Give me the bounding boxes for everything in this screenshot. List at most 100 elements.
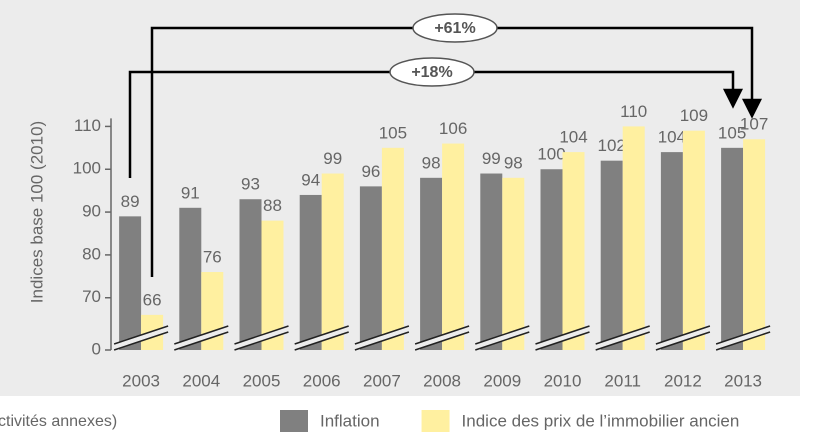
y-axis-label: Indices base 100 (2010) [27,121,46,303]
value-label: 109 [680,106,708,125]
axis-break-line [174,331,229,351]
axis-break [716,326,771,350]
legend-swatch [421,410,450,432]
value-label: 106 [439,119,467,138]
annotation: +61% [434,20,475,37]
arrowhead [722,88,744,109]
value-label: 98 [504,153,523,172]
arrowhead [741,98,763,119]
axis-break-line [595,325,650,345]
axis-break-line [234,331,289,351]
value-label: 99 [482,149,501,168]
bar [600,160,623,350]
value-label: 94 [301,170,320,189]
axis-break [114,326,169,350]
axis-break [354,326,409,350]
bar [480,173,503,350]
y-tick-label: 70 [82,287,101,306]
value-label: 66 [143,290,162,309]
axis-break-line [655,325,711,345]
value-label: 76 [203,248,222,267]
x-tick-label: 2010 [544,371,582,390]
value-label: 96 [361,162,380,181]
x-tick-label: 2013 [724,371,762,390]
bar [420,177,443,350]
value-label: 107 [740,115,768,134]
annotation: +18% [411,64,452,81]
legend-label: Indice des prix de l’immobilier ancien [462,411,740,430]
bar [721,147,744,350]
x-tick-label: 2007 [363,371,401,390]
axis-break-line [354,331,410,351]
annotation-arrows [128,13,763,277]
axis-break-line [113,331,169,351]
x-tick-label: 2003 [122,371,160,390]
value-label: 105 [718,123,746,142]
y-tick-label: 90 [82,202,101,221]
axis-break-line [234,325,289,345]
axis-break [234,326,289,350]
value-label: 110 [620,102,647,121]
value-label: 91 [181,183,200,202]
y-tick-label: 80 [82,244,101,263]
bar [381,147,404,350]
value-label: 89 [121,192,140,211]
axis-break-line [715,325,771,345]
value-label: 104 [658,128,686,147]
bar [660,152,683,350]
y-tick-label: 0 [92,339,101,358]
bar [442,143,465,350]
axis-break [294,326,349,350]
axis-break [475,326,530,350]
y-tick-label: 110 [74,116,101,135]
bar [540,169,563,350]
bar [299,194,322,350]
bar [622,126,645,350]
axis-break-line [414,331,470,351]
bar [359,186,382,350]
axis-break-line [414,325,470,345]
axis-break-line [535,325,590,345]
value-label: 98 [422,153,441,172]
x-tick-label: 2004 [182,371,220,390]
value-label: 105 [379,123,407,142]
axis-break-line [113,325,169,345]
value-label: 88 [263,196,282,215]
bar [321,173,344,350]
axis-break-line [294,325,349,345]
bar [239,199,262,350]
axis-break [174,326,229,350]
axis-break [535,326,590,350]
footnote: ctivités annexes) [0,413,117,430]
axis-break [595,326,650,350]
axis-break-line [595,331,650,351]
axis-break-line [475,325,530,345]
value-label: 104 [559,128,587,147]
legend-label: Inflation [320,411,380,430]
bar [179,207,202,350]
axis-break-line [475,331,530,351]
value-label: 102 [598,136,626,155]
x-tick-label: 2008 [423,371,461,390]
legend-swatch [280,410,308,432]
bar [119,216,142,350]
axis-break-line [294,331,349,351]
axis-break-line [535,331,590,351]
bar [502,177,525,350]
axis-break-line [174,325,229,345]
value-label: 93 [241,175,260,194]
annotation-bubble [389,57,475,87]
bar [743,139,766,350]
x-tick-label: 2006 [303,371,341,390]
y-tick-label: 100 [73,159,101,178]
axis-break-line [715,331,771,351]
bar [682,130,705,350]
x-tick-label: 2012 [664,371,702,390]
value-label: 99 [323,149,342,168]
x-tick-label: 2011 [604,371,641,390]
axis-break-line [655,331,711,351]
axis-break-line [354,325,410,345]
annotation-bubble [412,13,498,43]
x-tick-label: 2009 [483,371,521,390]
